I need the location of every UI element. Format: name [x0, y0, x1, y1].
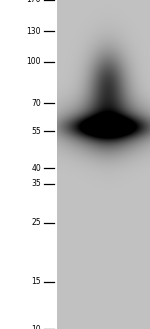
Text: 130: 130 [27, 27, 41, 36]
Text: 15: 15 [31, 277, 41, 287]
Text: 55: 55 [31, 127, 41, 136]
Text: 100: 100 [27, 57, 41, 66]
Text: 40: 40 [31, 164, 41, 172]
Text: 70: 70 [31, 99, 41, 108]
Text: 170: 170 [27, 0, 41, 5]
Text: 35: 35 [31, 179, 41, 188]
Text: 10: 10 [31, 324, 41, 329]
Text: 25: 25 [31, 218, 41, 227]
